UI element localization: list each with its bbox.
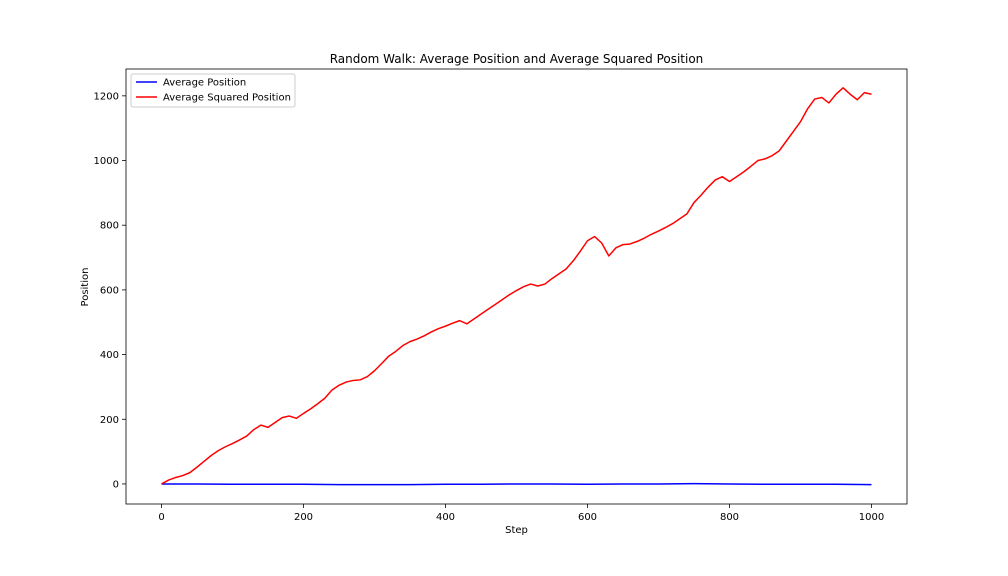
x-tick-label: 200 <box>294 512 313 523</box>
y-tick-label: 0 <box>113 479 119 490</box>
x-tick-label: 400 <box>436 512 455 523</box>
y-tick-label: 200 <box>100 415 119 426</box>
legend-label-2: Average Squared Position <box>163 93 291 104</box>
series-line-2 <box>161 87 872 485</box>
x-axis-label: Step <box>505 525 528 536</box>
series-layer <box>161 87 872 486</box>
y-axis-label: Position <box>80 268 91 307</box>
y-tick-label: 1000 <box>94 156 119 167</box>
x-tick-label: 600 <box>578 512 597 523</box>
x-tick-label: 800 <box>720 512 739 523</box>
series-line-1 <box>161 482 872 486</box>
legend-label-1: Average Position <box>163 78 246 89</box>
y-tick-label: 800 <box>100 221 119 232</box>
plot-frame <box>125 68 908 505</box>
x-tick-label: 1000 <box>859 512 884 523</box>
y-tick-label: 1200 <box>94 91 119 102</box>
chart-title: Random Walk: Average Position and Averag… <box>330 52 704 66</box>
legend-box <box>130 73 296 108</box>
y-tick-label: 400 <box>100 350 119 361</box>
plot-area <box>126 69 907 504</box>
axes-layer: 0 200 400 600 800 1000 0 200 400 600 800 1000 1200 <box>94 91 885 523</box>
y-tick-label: 600 <box>100 285 119 296</box>
legend: Average Position Average Squared Position <box>130 73 296 108</box>
x-tick-label: 0 <box>158 512 164 523</box>
